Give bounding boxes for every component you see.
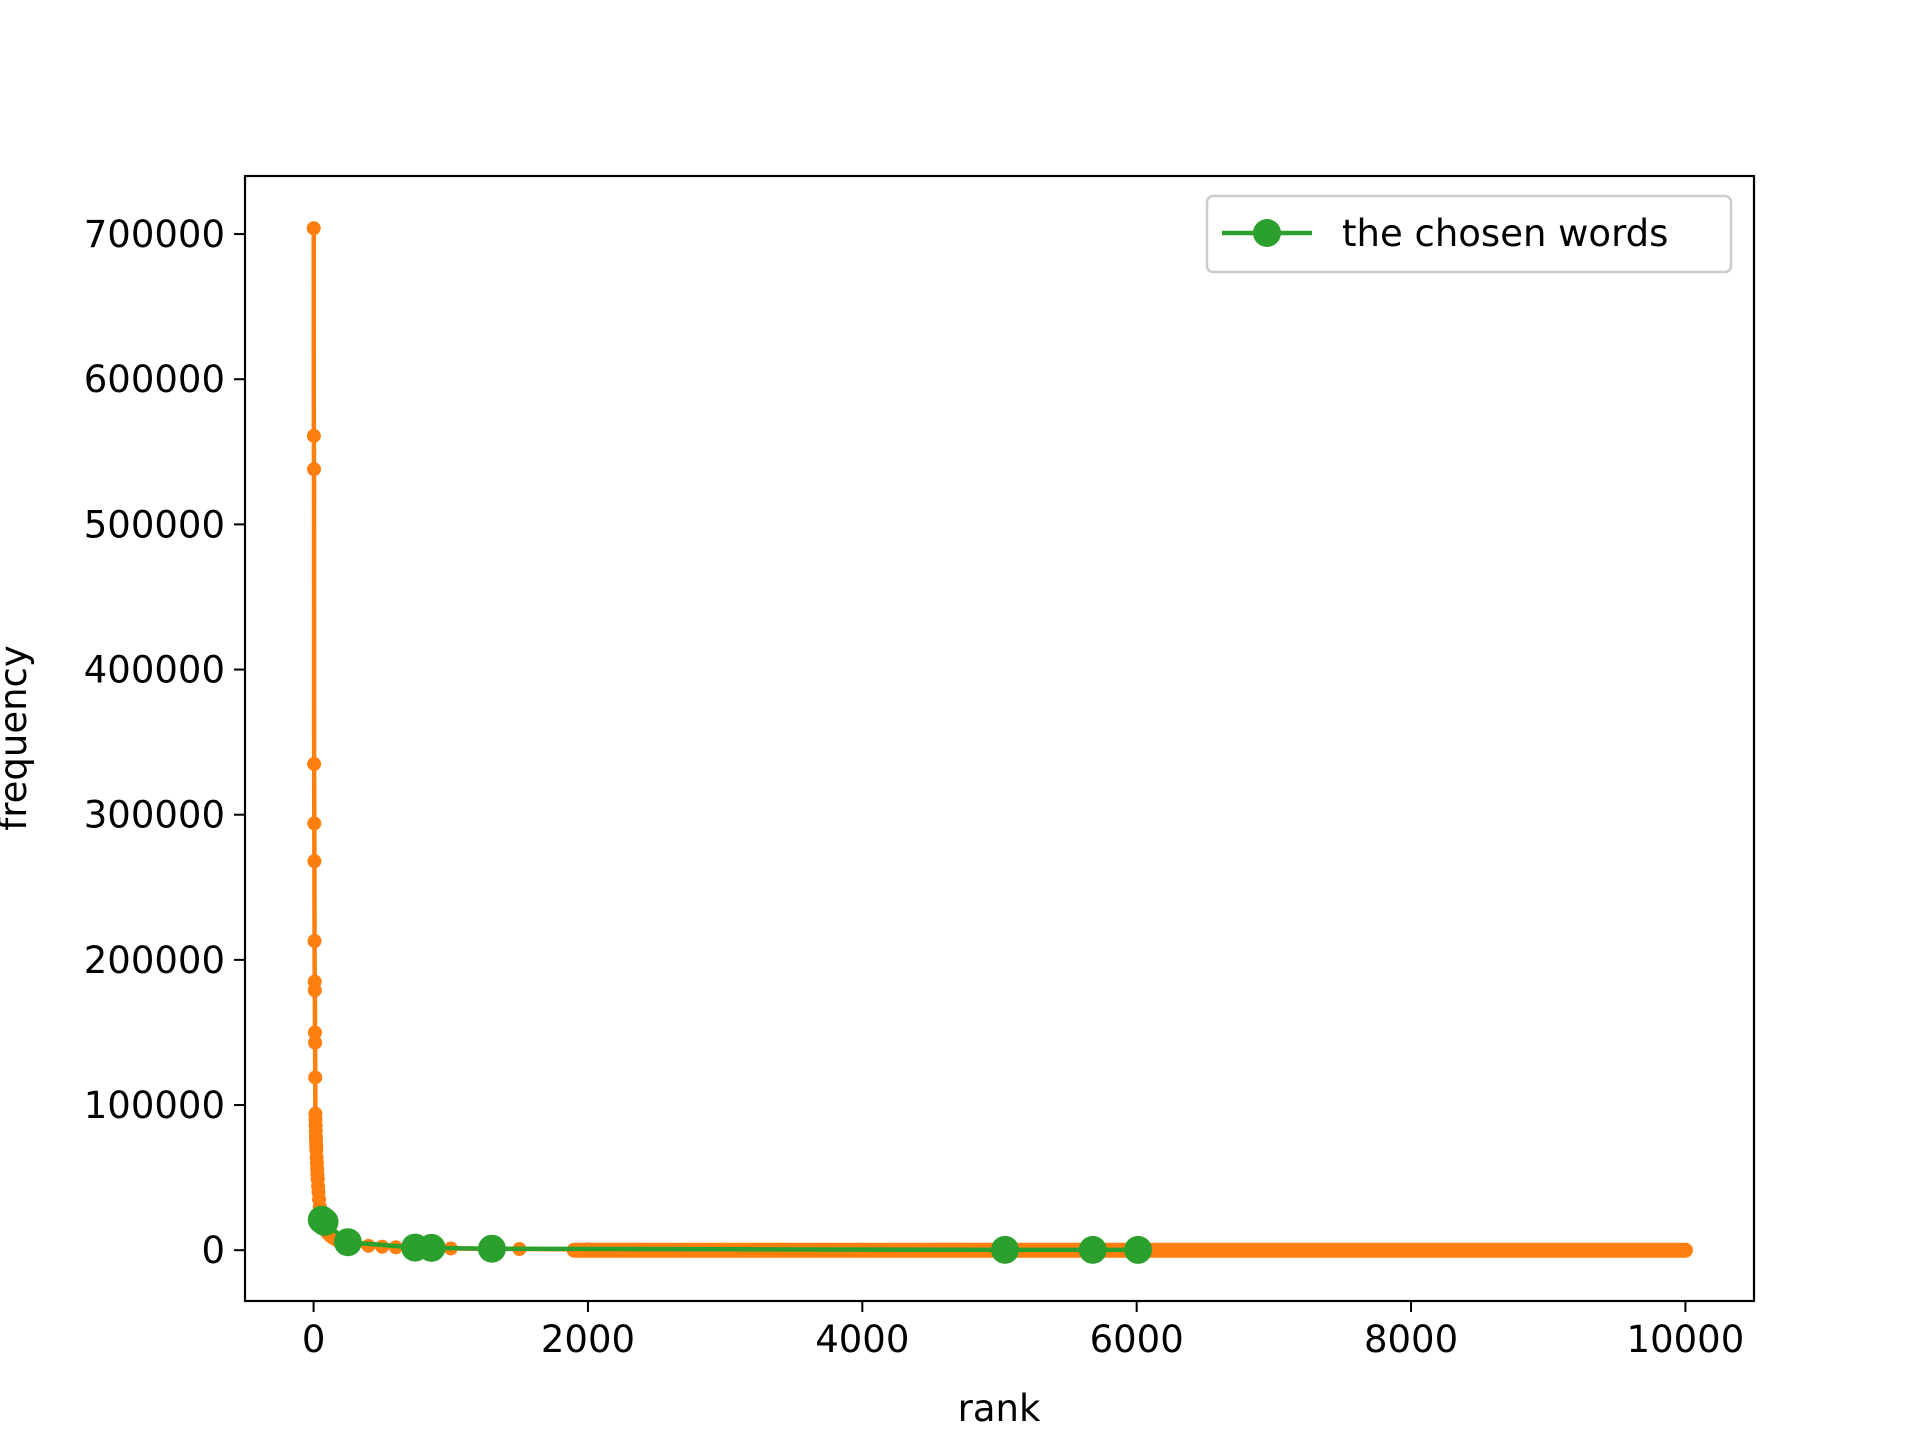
series-point-orange: [307, 1025, 322, 1040]
series-point-orange: [307, 756, 322, 771]
y-tick-label: 200000: [84, 939, 225, 982]
legend-label-the-chosen-words: the chosen words: [1342, 212, 1668, 255]
y-axis-label: frequency: [0, 645, 35, 831]
x-tick-label: 4000: [815, 1318, 909, 1361]
series-line-orange: [311, 228, 1686, 1253]
series-point-the-chosen-words: [990, 1235, 1019, 1264]
plot-area-frame: [243, 174, 1756, 1303]
x-axis: 0 2000 4000 6000 8000 10000: [302, 1301, 1744, 1361]
y-tick-label: 700000: [84, 213, 225, 256]
series-point-orange: [306, 221, 321, 236]
series-point-orange: [308, 1035, 323, 1050]
series-point-the-chosen-words: [333, 1228, 362, 1257]
series-point-the-chosen-words: [1124, 1235, 1153, 1264]
x-tick-label: 6000: [1090, 1318, 1184, 1361]
series-point-orange: [307, 983, 322, 998]
x-tick-label: 2000: [541, 1318, 635, 1361]
series-orange: [306, 221, 1693, 1258]
series-point-orange: [306, 428, 321, 443]
series-point-the-chosen-words: [417, 1233, 446, 1262]
x-tick-label: 10000: [1627, 1318, 1745, 1361]
legend-box: [1205, 194, 1733, 274]
series-the-chosen-words: [307, 1205, 1153, 1264]
y-tick-label: 400000: [84, 649, 225, 692]
x-axis-label: rank: [958, 1387, 1041, 1430]
y-tick-label: 500000: [84, 503, 225, 546]
series-point-the-chosen-words: [310, 1207, 339, 1236]
series-point-orange: [308, 1070, 323, 1085]
y-tick-label: 600000: [84, 358, 225, 401]
y-tick-label: 0: [201, 1229, 225, 1272]
series-point-the-chosen-words: [477, 1234, 506, 1263]
series-point-orange: [307, 854, 322, 869]
series-point-orange: [1541, 1243, 1556, 1258]
series-point-orange: [307, 462, 322, 477]
series-point-orange: [1404, 1242, 1419, 1257]
y-tick-label: 300000: [84, 794, 225, 837]
y-axis: 0 100000 200000 300000 400000 500000 600000 700…: [84, 213, 245, 1272]
legend[interactable]: the chosen words: [1205, 194, 1733, 274]
legend-marker-the-chosen-words: [1253, 219, 1281, 247]
series-point-orange: [1266, 1242, 1281, 1257]
x-tick-label: 8000: [1364, 1318, 1458, 1361]
x-tick-label: 0: [302, 1318, 326, 1361]
y-tick-label: 100000: [84, 1084, 225, 1127]
series-point-orange: [307, 816, 322, 831]
series-point-orange: [1678, 1243, 1693, 1258]
series-point-the-chosen-words: [1078, 1235, 1107, 1264]
series-point-orange: [307, 934, 322, 948]
